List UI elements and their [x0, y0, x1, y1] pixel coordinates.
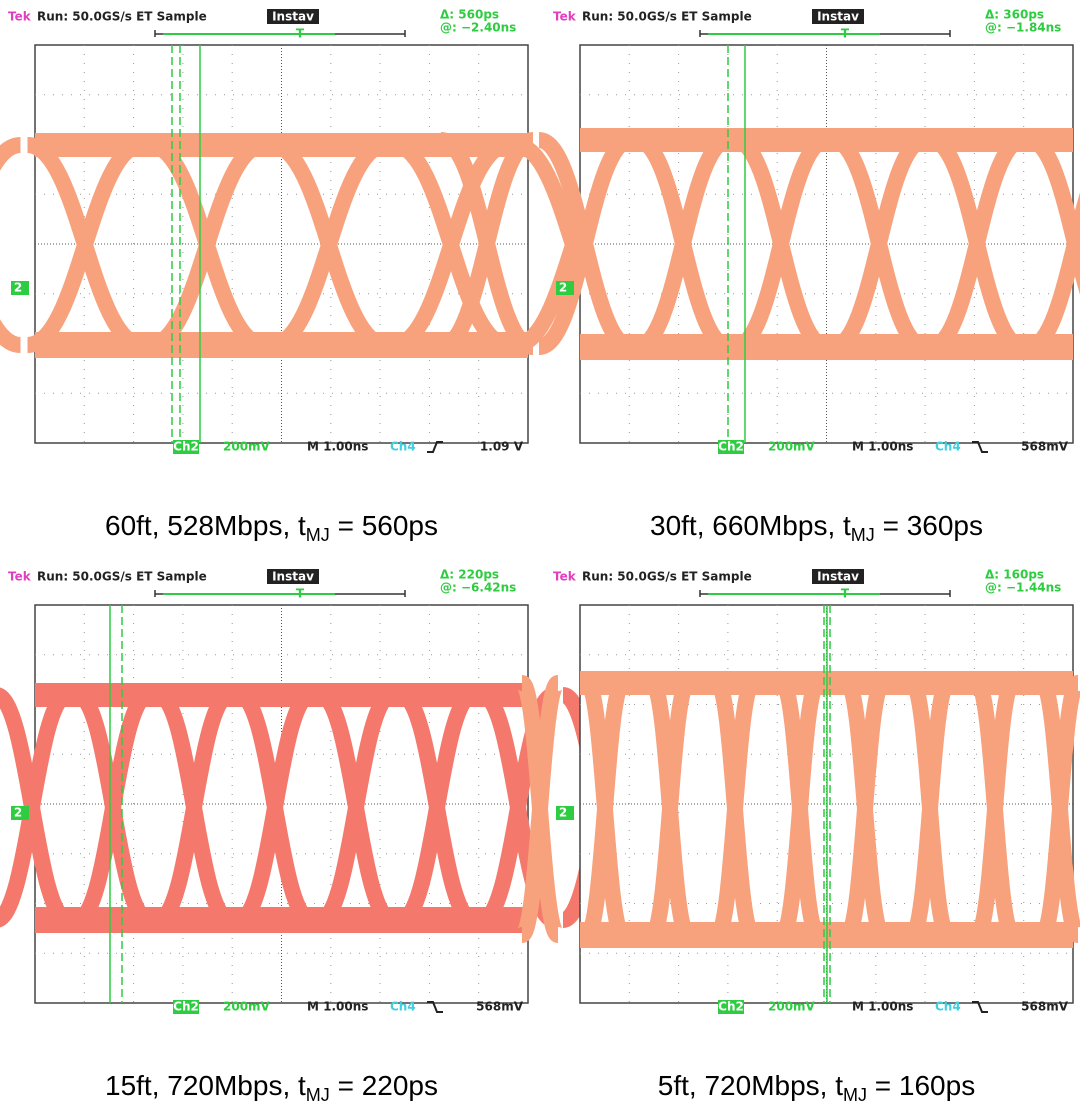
volt-scale: 200mV	[768, 440, 816, 454]
delta: Δ: 220ps	[440, 568, 499, 582]
channel-marker: 2	[559, 806, 567, 820]
ch2: Ch2	[718, 440, 744, 454]
trigger-marker: T	[296, 587, 305, 601]
mode: Instav	[272, 570, 314, 584]
caption: 60ft, 528Mbps, tMJ = 560ps	[105, 510, 438, 544]
transition	[0, 145, 21, 345]
ch2: Ch2	[173, 1000, 199, 1014]
ch4: Ch4	[390, 440, 416, 454]
eye-diagram	[522, 683, 1080, 935]
trigger-level: 568mV	[1021, 1000, 1069, 1014]
time-scale: M 1.00ns	[307, 440, 368, 454]
status: Run: 50.0GS/s ET Sample	[37, 570, 207, 584]
scope-panel: Tek Run: 50.0GS/s ET Sample Instav Δ: 160ps…	[522, 568, 1080, 1015]
delta: Δ: 360ps	[985, 8, 1044, 22]
brand: Tek	[553, 570, 577, 584]
brand: Tek	[8, 10, 32, 24]
volt-scale: 200mV	[223, 440, 271, 454]
trigger-level: 568mV	[1021, 440, 1069, 454]
status: Run: 50.0GS/s ET Sample	[582, 10, 752, 24]
volt-scale: 200mV	[223, 1000, 271, 1014]
caption-main: 15ft, 720Mbps, t	[105, 1070, 306, 1101]
caption-tail: = 560ps	[330, 510, 438, 541]
caption-sub: MJ	[306, 525, 330, 545]
trigger-level: 568mV	[476, 1000, 524, 1014]
trigger-marker: T	[841, 587, 850, 601]
ch4: Ch4	[390, 1000, 416, 1014]
caption: 5ft, 720Mbps, tMJ = 160ps	[658, 1070, 975, 1104]
ch4: Ch4	[935, 440, 961, 454]
time-scale: M 1.00ns	[852, 1000, 913, 1014]
caption-main: 60ft, 528Mbps, t	[105, 510, 306, 541]
time-scale: M 1.00ns	[852, 440, 913, 454]
mode: Instav	[272, 10, 314, 24]
brand: Tek	[8, 570, 32, 584]
ch2: Ch2	[718, 1000, 744, 1014]
caption: 30ft, 660Mbps, tMJ = 360ps	[650, 510, 983, 544]
cursor-pos: @: −6.42ns	[440, 581, 516, 595]
channel-marker: 2	[14, 806, 22, 820]
caption-tail: = 220ps	[330, 1070, 438, 1101]
trigger-marker: T	[841, 27, 850, 41]
scope-panel: Tek Run: 50.0GS/s ET Sample Instav Δ: 560ps…	[0, 8, 631, 455]
ch4: Ch4	[935, 1000, 961, 1014]
time-scale: M 1.00ns	[307, 1000, 368, 1014]
caption-tail: = 360ps	[875, 510, 983, 541]
caption-tail: = 160ps	[867, 1070, 975, 1101]
delta: Δ: 560ps	[440, 8, 499, 22]
brand: Tek	[553, 10, 577, 24]
caption-sub: MJ	[851, 525, 875, 545]
status: Run: 50.0GS/s ET Sample	[582, 570, 752, 584]
ch2: Ch2	[173, 440, 199, 454]
page: Tek Run: 50.0GS/s ET Sample Instav Δ: 560ps…	[0, 0, 1080, 1116]
cursor-pos: @: −1.84ns	[985, 21, 1061, 35]
cursor-pos: @: −2.40ns	[440, 21, 516, 35]
transition	[0, 145, 21, 345]
caption-sub: MJ	[843, 1085, 867, 1105]
volt-scale: 200mV	[768, 1000, 816, 1014]
figure: Tek Run: 50.0GS/s ET Sample Instav Δ: 560ps…	[0, 0, 1080, 1116]
mode: Instav	[817, 10, 859, 24]
caption-main: 5ft, 720Mbps, t	[658, 1070, 843, 1101]
caption-main: 30ft, 660Mbps, t	[650, 510, 851, 541]
status: Run: 50.0GS/s ET Sample	[37, 10, 207, 24]
caption: 15ft, 720Mbps, tMJ = 220ps	[105, 1070, 438, 1104]
channel-marker: 2	[559, 281, 567, 295]
caption-sub: MJ	[306, 1085, 330, 1105]
cursor-pos: @: −1.44ns	[985, 581, 1061, 595]
delta: Δ: 160ps	[985, 568, 1044, 582]
scope-panel: Tek Run: 50.0GS/s ET Sample Instav Δ: 360ps…	[441, 8, 1080, 455]
trigger-level: 1.09 V	[480, 440, 524, 454]
trigger-marker: T	[296, 27, 305, 41]
channel-marker: 2	[14, 281, 22, 295]
mode: Instav	[817, 570, 859, 584]
